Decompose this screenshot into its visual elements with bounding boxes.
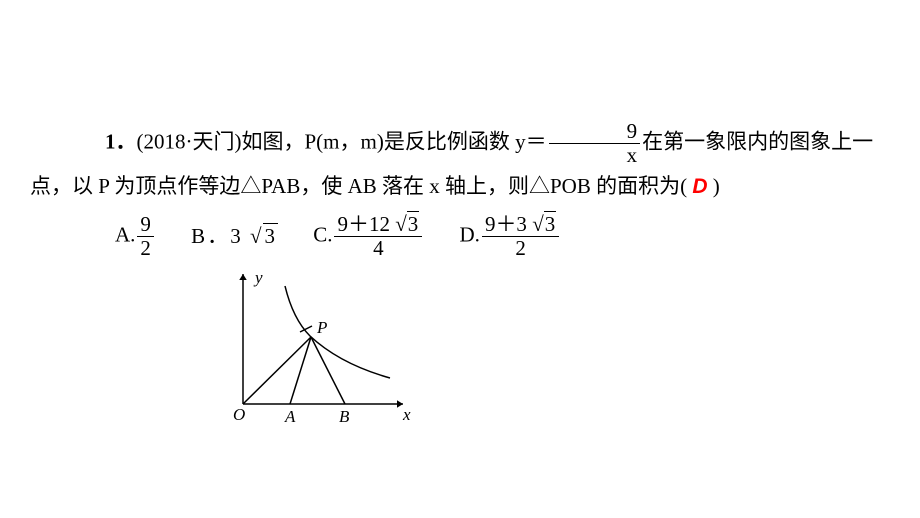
option-c: C.9＋12 √34 [313,213,424,260]
option-c-label: C. [313,222,332,246]
problem-paren-close: ) [713,174,720,198]
option-c-frac: 9＋12 √34 [332,213,424,260]
sqrt-icon: √ [250,224,264,248]
svg-text:x: x [402,405,411,424]
option-b-sqrt-arg: 3 [263,223,278,248]
problem-number: 1． [105,129,137,153]
option-a: A.92 [115,213,156,260]
problem-line-2: 点，以 P 为顶点作等边△PAB，使 AB 落在 x 轴上，则△POB 的面积为… [30,167,890,207]
svg-text:A: A [284,407,296,426]
option-d-label: D. [460,222,480,246]
fraction-9-over-x: 9x [547,120,643,167]
diagram-svg: y x O A B P [215,264,415,434]
option-a-frac: 92 [135,213,156,260]
options-row: A.92 B．3 √3 C.9＋12 √34 D.9＋3 √32 [30,213,890,260]
problem-text-3: 点，以 P 为顶点作等边△PAB，使 AB 落在 x 轴上，则△POB 的面积为… [30,174,687,198]
svg-text:O: O [233,405,245,424]
diagram-container: y x O A B P [30,264,890,448]
option-b-text: 3 [230,224,243,248]
svg-text:y: y [253,268,263,287]
answer-letter: D [692,175,707,198]
option-a-label: A. [115,222,135,246]
problem-source: (2018·天门) [137,129,242,153]
option-b: B．3 √3 [191,217,278,257]
problem-text-1: 如图，P(m，m)是反比例函数 y＝ [241,129,546,153]
option-d-frac: 9＋3 √32 [480,213,561,260]
svg-text:P: P [316,318,327,337]
option-d: D.9＋3 √32 [460,213,562,260]
option-b-label: B． [191,224,230,248]
problem-text-2: 在第一象限内的图象上一 [642,129,873,153]
page: 1．(2018·天门)如图，P(m，m)是反比例函数 y＝9x在第一象限内的图象… [0,0,920,448]
problem-line-1: 1．(2018·天门)如图，P(m，m)是反比例函数 y＝9x在第一象限内的图象… [30,120,890,167]
svg-text:B: B [339,407,350,426]
